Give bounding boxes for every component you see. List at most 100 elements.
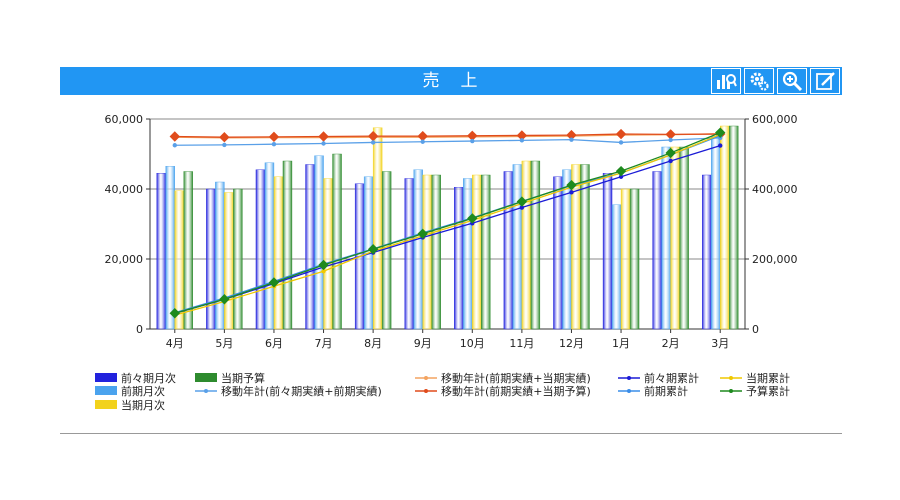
bar (422, 174, 432, 330)
point (417, 130, 428, 142)
bar (481, 174, 491, 330)
y-tick-label-right: 600,000 (752, 113, 798, 126)
point (219, 294, 230, 305)
bar (670, 146, 680, 330)
bar (512, 164, 523, 330)
zoom-icon (782, 71, 803, 92)
point (618, 140, 624, 145)
legend-label: 前期累計 (644, 384, 688, 398)
legend-marker (729, 389, 733, 393)
bar (264, 162, 275, 330)
chart-title: 売 上 (422, 71, 480, 91)
bar (183, 171, 193, 330)
point (417, 228, 428, 240)
point (668, 158, 673, 164)
point (420, 139, 425, 144)
bar (503, 171, 514, 330)
divider (60, 433, 842, 434)
bar (629, 188, 640, 330)
chart-type-button[interactable] (711, 68, 741, 94)
point (271, 142, 277, 147)
point (172, 143, 177, 148)
point (169, 131, 180, 142)
bar (305, 164, 315, 330)
bar (215, 181, 225, 330)
series-line (174, 132, 721, 314)
bar (372, 127, 383, 330)
y-tick-label-left: 40,000 (105, 183, 144, 196)
point (318, 259, 329, 271)
x-tick-label: 3月 (711, 337, 729, 350)
point (222, 142, 227, 148)
bar (323, 178, 333, 330)
legend-label: 前々期累計 (644, 371, 699, 385)
point (618, 174, 624, 179)
x-tick-label: 11月 (509, 337, 534, 350)
bar (530, 160, 541, 330)
zoom-button[interactable] (777, 68, 807, 94)
point (467, 213, 478, 224)
settings-button[interactable] (744, 68, 774, 94)
bar (454, 187, 464, 330)
x-tick-label: 6月 (265, 337, 283, 350)
edit-button[interactable] (810, 68, 840, 94)
point (665, 129, 676, 140)
bar (711, 136, 721, 330)
point (268, 277, 280, 288)
point (321, 141, 326, 146)
point (318, 131, 329, 142)
legend-marker (424, 389, 428, 393)
x-tick-label: 7月 (315, 337, 333, 350)
bar (661, 146, 671, 330)
point (615, 165, 627, 177)
legend-swatch (195, 373, 217, 382)
bar (521, 160, 532, 330)
bar (156, 173, 166, 330)
legend-marker (729, 376, 733, 380)
bar (720, 125, 730, 330)
point (268, 131, 280, 143)
y-tick-label-right: 200,000 (752, 253, 798, 266)
legend-label: 当期累計 (746, 371, 790, 385)
x-tick-label: 2月 (662, 337, 680, 350)
point (367, 243, 379, 255)
point (718, 143, 723, 148)
legend-marker (627, 389, 631, 393)
x-tick-label: 8月 (364, 337, 382, 350)
legend-label: 予算累計 (746, 384, 790, 398)
point (615, 128, 627, 140)
x-tick-label: 12月 (559, 337, 584, 350)
legend-label: 移動年計(前期実績+当期実績) (441, 371, 591, 385)
legend-marker (627, 376, 631, 380)
bar (679, 146, 689, 330)
point (169, 308, 180, 319)
bar (553, 176, 563, 330)
bar (620, 188, 631, 330)
bar (729, 125, 739, 330)
edit-icon (816, 72, 835, 90)
series-line (174, 133, 721, 316)
series-line (174, 133, 721, 138)
point (470, 138, 475, 144)
legend-label: 当期予算 (221, 371, 265, 385)
legend-marker (424, 376, 428, 380)
legend-label: 当期月次 (121, 398, 165, 412)
point (715, 127, 726, 138)
series-line (174, 133, 721, 139)
y-tick-label-left: 0 (136, 323, 143, 336)
bar (233, 188, 243, 330)
bar (206, 188, 216, 330)
bar (282, 160, 293, 330)
settings-icon (750, 72, 769, 91)
point (516, 196, 528, 207)
point (665, 147, 676, 159)
bar (174, 190, 184, 330)
bar (255, 169, 266, 330)
bar (273, 176, 284, 330)
point (519, 205, 525, 210)
point (219, 131, 230, 143)
bar (314, 155, 324, 330)
bar (404, 178, 414, 330)
x-tick-label: 4月 (166, 337, 184, 350)
bar (580, 164, 590, 330)
